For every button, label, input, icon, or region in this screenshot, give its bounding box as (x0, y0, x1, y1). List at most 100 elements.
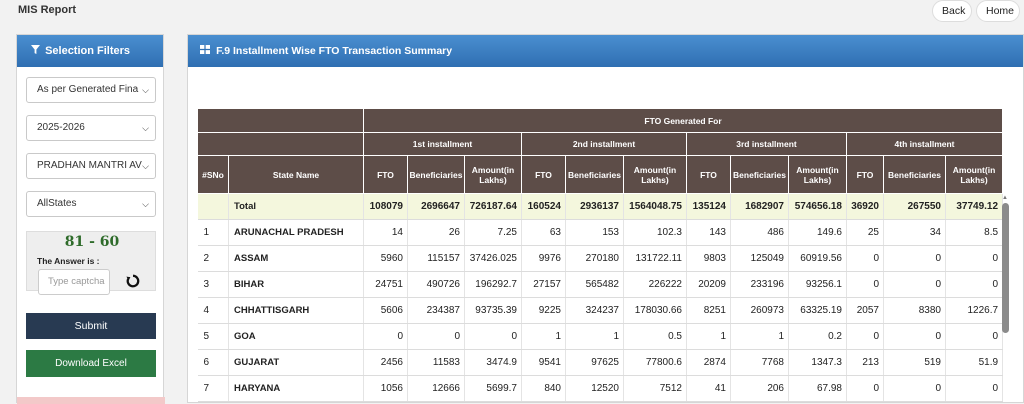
installment-header: 1st installment (363, 132, 522, 156)
cell-value: 1056 (363, 375, 408, 402)
cell-value: 24751 (363, 271, 408, 298)
captcha-box: 81 - 60 The Answer is : Type captcha (26, 231, 156, 295)
cell-value: 143 (686, 219, 731, 246)
col-amount: Amount(in Lakhs) (623, 155, 687, 194)
fto-summary-table: FTO Generated For 1st installment 2nd in… (197, 108, 1004, 402)
captcha-input[interactable]: Type captcha (38, 269, 110, 295)
installment-header: 2nd installment (521, 132, 687, 156)
cell-value: 25 (846, 219, 884, 246)
cell-value: 0 (846, 271, 884, 298)
col-beneficiaries: Beneficiaries (883, 155, 946, 194)
refresh-icon[interactable] (126, 274, 140, 288)
chevron-down-icon: ⌵ (142, 123, 149, 133)
cell-value: 0 (363, 323, 408, 350)
captcha-answer-label: The Answer is : (37, 256, 100, 266)
cell-state-name: GOA (228, 323, 364, 350)
cell-value: 11583 (407, 349, 465, 376)
cell-sno (197, 193, 229, 220)
home-button[interactable]: Home (976, 0, 1020, 22)
cell-value: 1564048.75 (623, 193, 687, 220)
header-group: FTO Generated For (362, 108, 1004, 133)
cell-value: 234387 (407, 297, 465, 324)
cell-value: 125049 (730, 245, 789, 272)
cell-value: 1347.3 (788, 349, 847, 376)
cell-value: 63 (521, 219, 566, 246)
cell-value: 0 (846, 375, 884, 402)
report-type-select[interactable]: As per Generated Fina ⌵ (26, 77, 156, 103)
cell-value: 0 (945, 245, 1004, 272)
cell-value: 2874 (686, 349, 731, 376)
col-fto: FTO (521, 155, 566, 194)
cell-sno: 6 (197, 349, 229, 376)
cell-value: 0 (846, 245, 884, 272)
cell-value: 565482 (565, 271, 624, 298)
cell-value: 840 (521, 375, 566, 402)
cell-value: 102.3 (623, 219, 687, 246)
cell-sno: 2 (197, 245, 229, 272)
report-table-container: FTO Generated For 1st installment 2nd in… (197, 108, 1007, 402)
cell-value: 2936137 (565, 193, 624, 220)
table-row: 1 ARUNACHAL PRADESH 14 26 7.25 63 153 102.3 143 4… (197, 219, 1004, 246)
cell-value: 97625 (565, 349, 624, 376)
cell-value: 67.98 (788, 375, 847, 402)
chevron-down-icon: ⌵ (142, 199, 149, 209)
cell-value: 196292.7 (464, 271, 522, 298)
state-select[interactable]: AllStates ⌵ (26, 191, 156, 217)
cell-value: 149.6 (788, 219, 847, 246)
cell-value: 5960 (363, 245, 408, 272)
cell-value: 226222 (623, 271, 687, 298)
financial-year-select[interactable]: 2025-2026 ⌵ (26, 115, 156, 141)
cell-state-name: BIHAR (228, 271, 364, 298)
report-panel: F.9 Installment Wise FTO Transaction Sum… (187, 34, 1024, 403)
scroll-up-arrow-icon[interactable]: ▲ (1002, 195, 1008, 201)
cell-value: 77800.6 (623, 349, 687, 376)
cell-sno: 1 (197, 219, 229, 246)
cell-sno: 4 (197, 297, 229, 324)
table-row: 7 HARYANA 1056 12666 5699.7 840 12520 7512 41 206… (197, 375, 1004, 402)
col-amount: Amount(in Lakhs) (944, 155, 1004, 194)
table-scrollbar[interactable] (1002, 203, 1009, 333)
cell-value: 8.5 (945, 219, 1004, 246)
table-icon (200, 45, 213, 57)
col-amount: Amount(in Lakhs) (464, 155, 522, 194)
cell-value: 486 (730, 219, 789, 246)
col-sno: #SNo (197, 155, 229, 194)
back-button[interactable]: Back (932, 0, 972, 22)
table-row: 4 CHHATTISGARH 5606 234387 93735.39 9225 32423… (197, 297, 1004, 324)
captcha-question: 81 - 60 (64, 234, 120, 250)
table-row: 3 BIHAR 24751 490726 196292.7 27157 565482 2262… (197, 271, 1004, 298)
chevron-down-icon: ⌵ (142, 85, 149, 95)
cell-value: 9225 (521, 297, 566, 324)
scheme-select[interactable]: PRADHAN MANTRI AV ⌵ (26, 153, 156, 179)
cell-value: 20209 (686, 271, 731, 298)
cell-value: 135124 (686, 193, 731, 220)
cell-value: 14 (363, 219, 408, 246)
cell-value: 9541 (521, 349, 566, 376)
col-beneficiaries: Beneficiaries (407, 155, 465, 194)
cell-value: 153 (565, 219, 624, 246)
cell-value: 93256.1 (788, 271, 847, 298)
cell-value: 93735.39 (464, 297, 522, 324)
cell-value: 267550 (883, 193, 946, 220)
cell-value: 34 (883, 219, 946, 246)
header-blank (197, 132, 364, 156)
cell-value: 206 (730, 375, 789, 402)
cell-value: 0 (945, 323, 1004, 350)
col-beneficiaries: Beneficiaries (565, 155, 624, 194)
cell-value: 115157 (407, 245, 465, 272)
table-row: 2 ASSAM 5960 115157 37426.025 9976 270180 13172… (197, 245, 1004, 272)
cell-value: 131722.11 (623, 245, 687, 272)
cell-value: 9976 (521, 245, 566, 272)
cell-value: 233196 (730, 271, 789, 298)
col-fto: FTO (846, 155, 884, 194)
funnel-icon (31, 45, 43, 57)
cell-value: 0 (883, 323, 946, 350)
filters-heading: Selection Filters (45, 45, 131, 57)
report-title: F.9 Installment Wise FTO Transaction Sum… (216, 45, 453, 57)
download-excel-button[interactable]: Download Excel (26, 350, 156, 377)
cell-state-name: HARYANA (228, 375, 364, 402)
cell-value: 0 (883, 271, 946, 298)
cell-value: 60919.56 (788, 245, 847, 272)
cell-value: 0.2 (788, 323, 847, 350)
submit-button[interactable]: Submit (26, 313, 156, 339)
